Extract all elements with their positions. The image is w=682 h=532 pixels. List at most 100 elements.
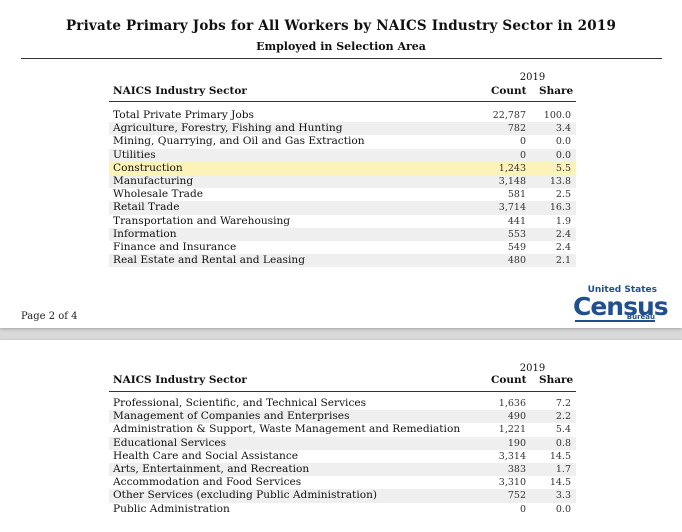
sector-name: Arts, Entertainment, and Recreation: [113, 462, 310, 475]
sector-name: Mining, Quarrying, and Oil and Gas Extra…: [113, 135, 365, 148]
sector-name: Real Estate and Rental and Leasing: [113, 254, 305, 267]
table-row: Administration & Support, Waste Manageme…: [109, 423, 576, 436]
job-share: 1.7: [555, 463, 571, 475]
job-share: 2.4: [555, 241, 571, 253]
job-share: 0.0: [555, 136, 571, 148]
job-share: 100.0: [543, 110, 571, 121]
sector-name: Agriculture, Forestry, Fishing and Hunti…: [113, 122, 343, 135]
sector-name: Manufacturing: [113, 174, 194, 187]
logo-underline: [575, 320, 655, 322]
report-title: Private Primary Jobs for All Workers by …: [65, 18, 617, 34]
table-row: Health Care and Social Assistance 3,314 14…: [109, 450, 576, 463]
logo-bottom-text: Bureau: [626, 313, 655, 321]
sector-name: Accommodation and Food Services: [113, 476, 302, 489]
table-row: Total Private Primary Jobs 22,787 100.0: [109, 109, 576, 122]
table-row: Information 553 2.4: [109, 227, 576, 241]
year-header: 2019: [519, 363, 546, 374]
sector-name: Other Services (excluding Public Adminis…: [113, 489, 378, 502]
job-count: 782: [507, 123, 526, 135]
sector-column-header: NAICS Industry Sector: [113, 85, 247, 97]
job-share: 2.4: [555, 228, 571, 240]
job-share: 5.4: [555, 424, 571, 436]
table-row: Utilities 0 0.0: [109, 148, 576, 162]
table-row: Transportation and Warehousing 441 1.9: [109, 215, 576, 228]
job-count: 3,310: [498, 477, 526, 489]
sector-name: Educational Services: [113, 436, 227, 449]
sector-name: Total Private Primary Jobs: [113, 109, 254, 121]
table-row: Accommodation and Food Services 3,310 14.5: [109, 476, 576, 489]
sector-name: Retail Trade: [113, 201, 180, 214]
table-row: Finance and Insurance 549 2.4: [109, 241, 576, 254]
year-header: 2019: [519, 72, 546, 83]
job-count: 3,314: [498, 450, 526, 462]
job-count: 190: [507, 437, 526, 449]
job-count: 752: [507, 490, 526, 502]
job-share: 3.3: [555, 490, 571, 502]
sector-name: Construction: [113, 161, 183, 174]
header-divider: [109, 391, 576, 392]
header-divider: [109, 101, 576, 102]
job-share: 0.0: [555, 503, 571, 515]
job-count: 1,221: [498, 424, 526, 436]
report-page-2: Private Primary Jobs for All Workers by …: [0, 0, 682, 328]
sector-column-header: NAICS Industry Sector: [113, 374, 247, 386]
job-share: 1.9: [555, 215, 571, 227]
job-share: 2.5: [555, 189, 571, 201]
table-row: Educational Services 190 0.8: [109, 436, 576, 450]
job-share: 2.2: [555, 411, 571, 423]
table-row: Mining, Quarrying, and Oil and Gas Extra…: [109, 135, 576, 148]
table-row: Real Estate and Rental and Leasing 480 2.1: [109, 254, 576, 268]
sector-table: Professional, Scientific, and Technical …: [109, 397, 576, 516]
job-count: 383: [507, 463, 526, 475]
table-row: Professional, Scientific, and Technical …: [109, 397, 576, 410]
table-row: Manufacturing 3,148 13.8: [109, 174, 576, 189]
sector-name: Health Care and Social Assistance: [113, 449, 299, 462]
sector-name: Professional, Scientific, and Technical …: [113, 397, 367, 409]
job-count: 581: [507, 189, 526, 201]
logo-top-text: United States: [587, 285, 657, 295]
job-count: 480: [507, 255, 526, 267]
table-row: Retail Trade 3,714 16.3: [109, 201, 576, 215]
job-count: 1,243: [498, 162, 526, 174]
job-count: 441: [507, 215, 526, 227]
table-row: Construction 1,243 5.5: [109, 161, 576, 175]
job-count: 0: [519, 136, 526, 148]
table-row: Other Services (excluding Public Adminis…: [109, 489, 576, 503]
census-bureau-logo: United States Census Bureau: [573, 285, 669, 325]
job-count: 1,636: [498, 398, 526, 409]
sector-name: Public Administration: [113, 502, 230, 515]
job-share: 7.2: [555, 398, 571, 409]
job-count: 549: [507, 241, 526, 253]
page-number: Page 2 of 4: [21, 311, 78, 322]
job-share: 14.5: [549, 450, 571, 462]
sector-table: Total Private Primary Jobs 22,787 100.0 Agr…: [109, 109, 576, 268]
job-share: 0.0: [555, 149, 571, 161]
sector-name: Finance and Insurance: [113, 240, 237, 253]
sector-name: Information: [113, 227, 177, 240]
table-row: Agriculture, Forestry, Fishing and Hunti…: [109, 122, 576, 136]
job-share: 16.3: [549, 202, 571, 214]
sector-name: Transportation and Warehousing: [113, 214, 291, 227]
job-count: 3,148: [498, 175, 526, 187]
table-row: Management of Companies and Enterprises 4…: [109, 410, 576, 424]
job-share: 5.5: [555, 162, 571, 174]
job-share: 14.5: [549, 477, 571, 489]
sector-name: Management of Companies and Enterprises: [113, 410, 350, 423]
share-column-header: Share: [539, 374, 574, 386]
table-row: Arts, Entertainment, and Recreation 383 1.…: [109, 462, 576, 477]
job-count: 490: [507, 411, 526, 423]
sector-name: Utilities: [113, 148, 156, 161]
report-page-3: 2019 NAICS Industry Sector Count Share P…: [0, 340, 682, 532]
job-share: 2.1: [555, 255, 571, 267]
share-column-header: Share: [539, 85, 574, 97]
job-count: 22,787: [492, 110, 526, 121]
table-row: Public Administration 0 0.0: [109, 503, 576, 516]
job-share: 13.8: [549, 175, 571, 187]
job-count: 0: [519, 149, 526, 161]
job-count: 553: [507, 228, 526, 240]
job-share: 0.8: [555, 437, 571, 449]
report-subtitle: Employed in Selection Area: [256, 40, 426, 53]
title-divider: [21, 58, 662, 59]
job-share: 3.4: [555, 123, 571, 135]
sector-name: Wholesale Trade: [113, 188, 204, 201]
